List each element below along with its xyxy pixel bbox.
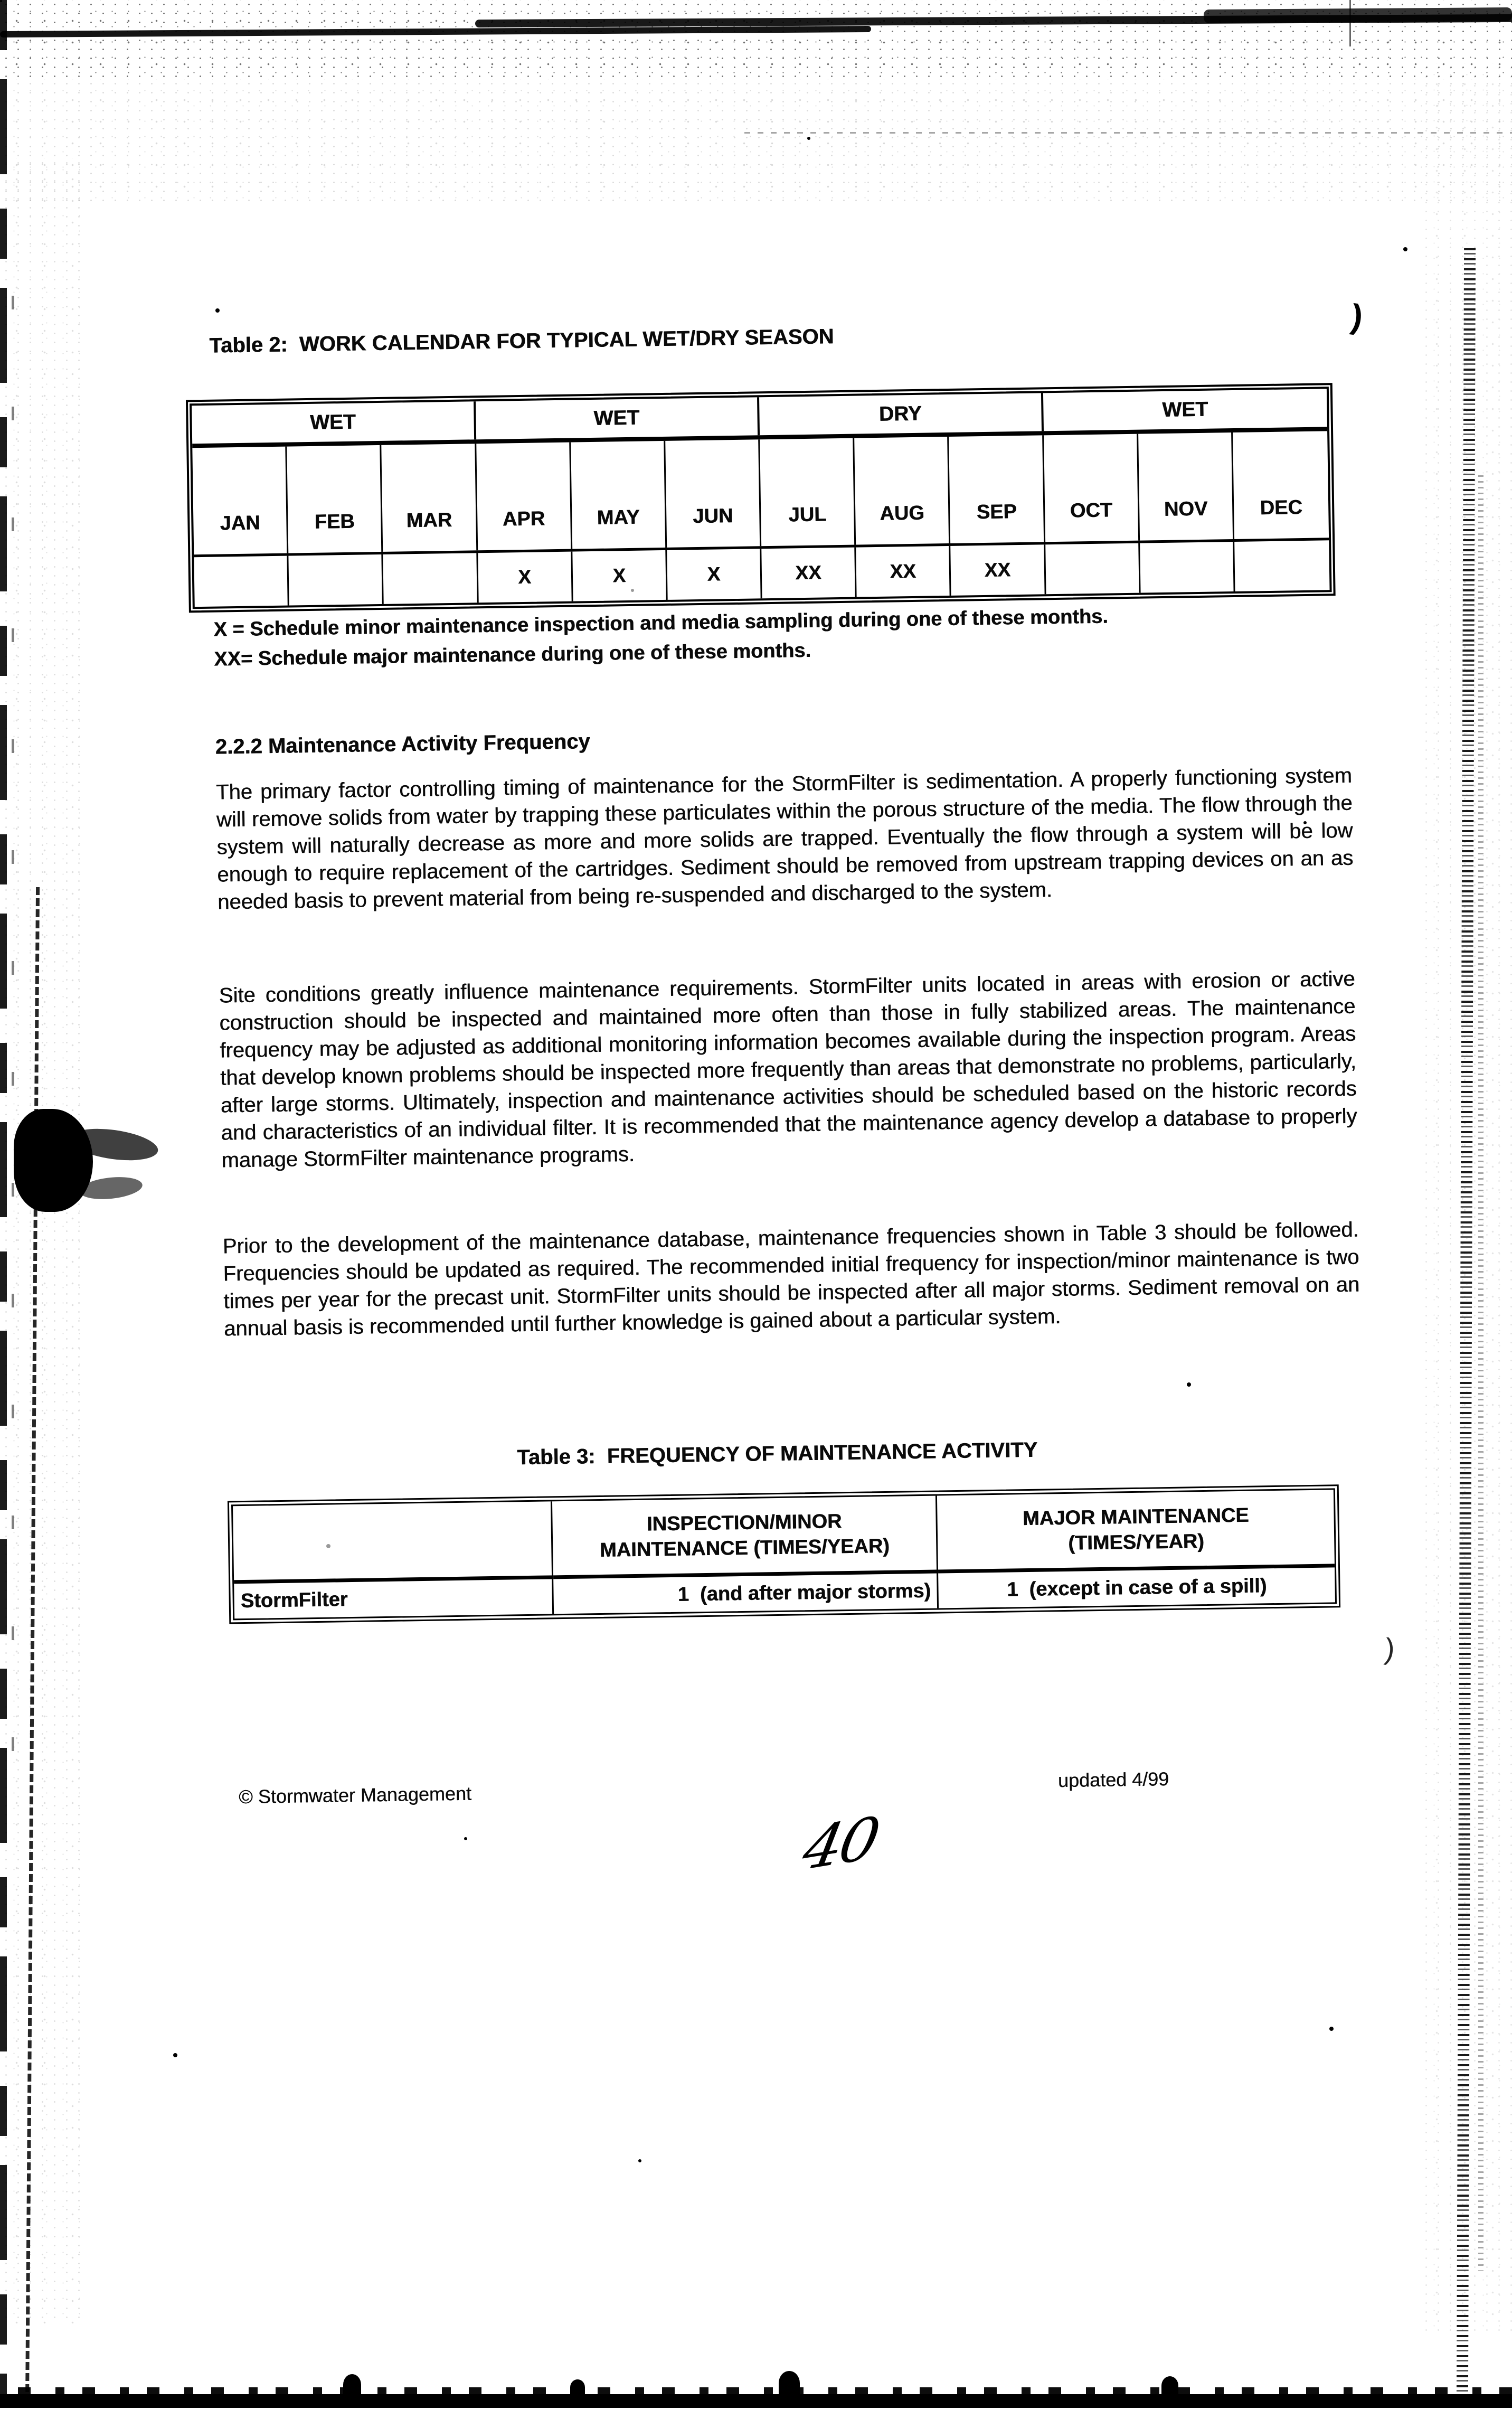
season-cell: DRY [759, 393, 1044, 436]
table3-header-major: MAJOR MAINTENANCE (TIMES/YEAR) [937, 1490, 1335, 1574]
value-cell: XX [950, 544, 1046, 596]
table3-caption: Table 3: FREQUENCY OF MAINTENANCE ACTIVI… [516, 1438, 1038, 1470]
value-cell [1234, 540, 1330, 591]
footer-copyright: © Stormwater Management [238, 1782, 472, 1808]
table3-maintenance-frequency: INSPECTION/MINOR MAINTENANCE (TIMES/YEAR… [227, 1484, 1341, 1624]
paragraph-2: Site conditions greatly influence mainte… [219, 967, 1357, 1172]
month-cell: JAN [192, 446, 289, 555]
value-cell [194, 556, 289, 607]
value-cell [1139, 541, 1235, 593]
table3-header-inspection: INSPECTION/MINOR MAINTENANCE (TIMES/YEAR… [552, 1495, 939, 1579]
table3-row-label: StormFilter [234, 1579, 554, 1619]
table2-work-calendar: WET WET DRY WET JAN FEB MAR APR MAY JUN … [185, 383, 1336, 613]
section-heading: 2.2.2 Maintenance Activity Frequency [215, 730, 590, 759]
month-cell: OCT [1043, 434, 1140, 542]
stray-paren-mark: ) [1348, 297, 1366, 336]
month-cell: JUL [760, 438, 856, 547]
value-cell [1045, 543, 1141, 595]
month-cell: MAR [381, 444, 478, 552]
month-cell: MAY [570, 440, 667, 549]
paragraph-1: The primary factor controlling timing of… [215, 764, 1354, 914]
stray-paren-mark: ) [1383, 1632, 1397, 1666]
handwritten-page-number: 40 [797, 1804, 883, 1884]
value-cell: X [667, 549, 762, 600]
table3-inspection-value: 1 (and after major storms) [553, 1573, 939, 1614]
season-cell: WET [1162, 398, 1208, 421]
table2-month-row: JAN FEB MAR APR MAY JUN JUL AUG SEP OCT … [192, 431, 1329, 558]
season-cell: WET [475, 397, 760, 440]
paragraph-3: Prior to the development of the maintena… [222, 1218, 1360, 1341]
value-cell: X [572, 550, 668, 601]
table3-major-value: 1 (except in case of a spill) [1006, 1574, 1267, 1601]
scan-specks [0, 0, 2, 2]
value-cell: XX [761, 547, 857, 599]
value-cell: XX [856, 545, 951, 597]
footer-updated: updated 4/99 [1057, 1768, 1169, 1792]
table3-header-blank [233, 1501, 553, 1584]
month-cell: SEP [949, 435, 1045, 543]
month-cell: JUN [665, 439, 762, 548]
month-cell: DEC [1260, 496, 1303, 520]
month-cell: AUG [854, 436, 951, 545]
value-cell [288, 554, 384, 606]
month-cell: APR [476, 442, 572, 551]
month-cell: FEB [287, 445, 383, 553]
value-cell: X [477, 551, 573, 603]
value-cell [383, 553, 479, 604]
month-cell: NOV [1138, 432, 1234, 541]
season-cell: WET [192, 401, 476, 444]
table2-caption: Table 2: WORK CALENDAR FOR TYPICAL WET/D… [209, 325, 834, 357]
